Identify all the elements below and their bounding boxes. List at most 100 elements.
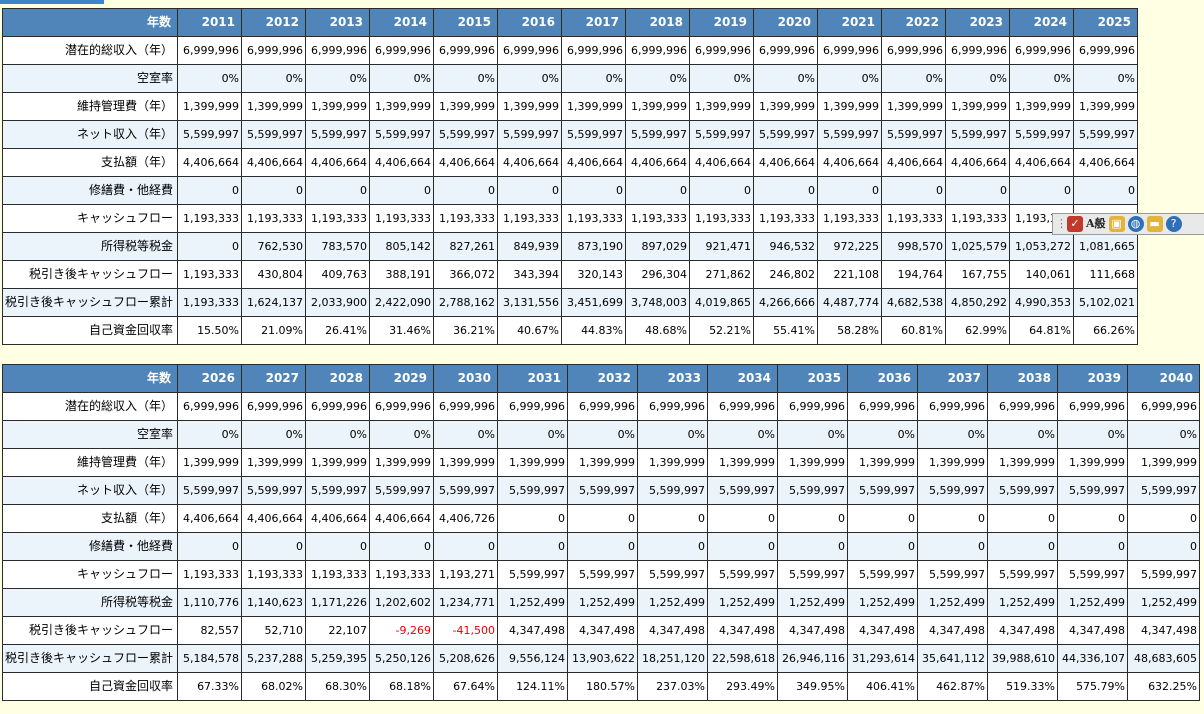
table-cell: 58.28% [817,316,883,345]
table-cell: 0% [1057,420,1129,449]
table-cell: 4,266,666 [753,288,819,317]
table-cell: 293.49% [707,672,779,701]
table-cell: 0 [433,176,499,205]
table-row: 所得税等税金 1,110,776 1,140,623 1,171,226 1,202,6… [1,588,1201,617]
table-cell: 52.21% [689,316,755,345]
table-cell: 805,142 [369,232,435,261]
table-cell: 4,406,664 [881,148,947,177]
table-cell: 4,406,664 [1009,148,1075,177]
chat-icon[interactable]: ◍ [1127,216,1144,232]
table-cell: 5,599,997 [777,560,849,589]
table-cell: 0% [917,420,989,449]
table-cell: 26,946,116 [777,644,849,673]
table-cell: 1,252,499 [847,588,919,617]
table-cell: 111,668 [1073,260,1139,289]
table-cell: 9,556,124 [497,644,569,673]
table-cell: 0 [689,176,755,205]
table-cell: 1,399,999 [241,448,307,477]
table-cell: 5,599,997 [707,476,779,505]
table-cell: 5,599,997 [689,120,755,149]
table-cell: 6,999,996 [567,392,639,421]
table-cell: 0% [433,420,499,449]
table-cell: 0 [497,176,563,205]
table-cell: 62.99% [945,316,1011,345]
folder-icon[interactable]: ▬ [1146,216,1163,232]
row-label: キャッシュフロー [1,204,179,233]
table-cell: 296,304 [625,260,691,289]
table-cell: 4,347,498 [707,616,779,645]
table-cell: 6,999,996 [497,392,569,421]
table-cell: 1,193,333 [369,560,435,589]
photo-icon[interactable]: ▣ [1108,216,1125,232]
table-cell: 6,999,996 [1009,36,1075,65]
table-cell: 0 [369,176,435,205]
table-cell: 1,399,999 [305,92,371,121]
table-cell: 4,019,865 [689,288,755,317]
window-top-strip [0,0,104,4]
table-cell: 320,143 [561,260,627,289]
table-cell: 4,406,664 [561,148,627,177]
table-cell: 5,599,997 [567,476,639,505]
table-cell: 1,110,776 [177,588,243,617]
help-icon[interactable]: ? [1165,216,1182,232]
table-cell: 0 [625,176,691,205]
table-cell: 66.26% [1073,316,1139,345]
table-cell: 1,252,499 [1127,588,1201,617]
table-cell: 5,599,997 [567,560,639,589]
table-cell: 15.50% [177,316,243,345]
year-header: 2027 [241,364,307,393]
table-cell: 1,399,999 [497,92,563,121]
table-cell: 5,599,997 [241,120,307,149]
table-cell: 0% [777,420,849,449]
table-cell: 4,347,498 [1127,616,1201,645]
table-cell: -41,500 [433,616,499,645]
table-cell: 1,193,333 [433,204,499,233]
table-cell: 0% [625,64,691,93]
table-cell: 4,487,774 [817,288,883,317]
table-cell: 873,190 [561,232,627,261]
table-cell: 5,599,997 [917,560,989,589]
year-header: 2025 [1073,8,1139,37]
table-cell: 1,399,999 [433,92,499,121]
table-cell: 0% [689,64,755,93]
table-cell: 1,399,999 [177,92,243,121]
table-cell: 1,399,999 [567,448,639,477]
table-cell: 67.64% [433,672,499,701]
table-cell: 5,599,997 [305,120,371,149]
red-check-icon[interactable]: ✓ [1067,216,1083,232]
table-cell: 4,347,498 [567,616,639,645]
table-cell: 22,107 [305,616,371,645]
header-row: 年数 2011 2012 2013 2014 2015 2016 2017 2018 2019 20… [1,8,1139,37]
table-row: キャッシュフロー 1,193,333 1,193,333 1,193,333 1,193… [1,204,1139,233]
table-row: ネット収入（年） 5,599,997 5,599,997 5,599,997 5,599… [1,476,1201,505]
table-cell: 1,252,499 [1057,588,1129,617]
table-cell: 0% [305,420,371,449]
table-cell: 68.02% [241,672,307,701]
table-cell: 0 [987,504,1059,533]
table-cell: 52,710 [241,616,307,645]
table-row: 修繕費・他経費 0 0 0 0 0 0 0 0 0 0 0 0 0 0 0 [1,532,1201,561]
year-header: 2015 [433,8,499,37]
table-cell: 1,399,999 [753,92,819,121]
table-cell: 897,029 [625,232,691,261]
table-cell: 4,406,664 [241,148,307,177]
table-cell: 0% [567,420,639,449]
table-cell: 6,999,996 [637,392,709,421]
table-cell: 4,347,498 [497,616,569,645]
text-tool-button[interactable]: A般 [1086,217,1106,230]
table-cell: 0% [847,420,919,449]
table-cell: 1,252,499 [637,588,709,617]
table-cell: 1,234,771 [433,588,499,617]
table-cell: 1,193,333 [817,204,883,233]
floating-toolbar: ⋮ ✓ A般 ▣ ◍ ▬ ? [1052,213,1204,235]
table-cell: 462.87% [917,672,989,701]
table-cell: 1,399,999 [433,448,499,477]
table-cell: 1,399,999 [1009,92,1075,121]
table-cell: 35,641,112 [917,644,989,673]
table-cell: 36.21% [433,316,499,345]
grip-icon[interactable]: ⋮ [1056,217,1067,230]
table-cell: 849,939 [497,232,563,261]
year-header: 2017 [561,8,627,37]
table-cell: 6,999,996 [689,36,755,65]
table-cell: 0 [637,532,709,561]
